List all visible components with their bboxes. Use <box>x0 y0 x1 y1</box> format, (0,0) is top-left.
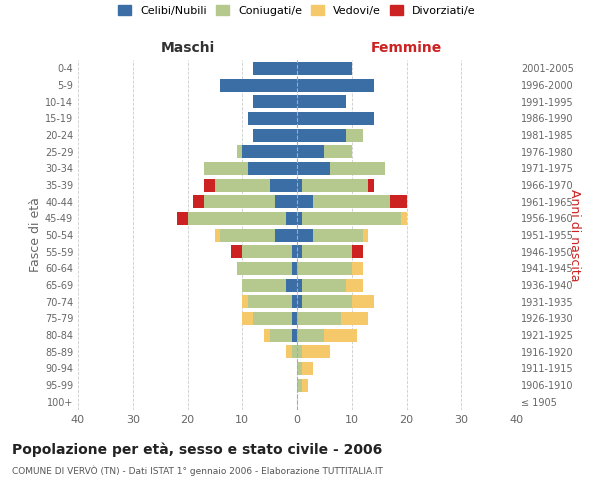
Bar <box>204 178 215 192</box>
Bar <box>346 128 363 141</box>
Bar <box>275 195 297 208</box>
Bar <box>242 295 248 308</box>
Bar <box>297 245 302 258</box>
Bar <box>269 328 292 342</box>
Bar <box>242 278 286 291</box>
Bar <box>297 128 346 141</box>
Bar <box>302 245 352 258</box>
Bar <box>302 178 368 192</box>
Bar <box>275 228 297 241</box>
Bar <box>390 195 407 208</box>
Bar <box>302 378 308 392</box>
Bar <box>242 312 253 325</box>
Bar <box>269 178 297 192</box>
Bar <box>253 312 292 325</box>
Bar <box>292 345 297 358</box>
Bar <box>297 345 302 358</box>
Bar <box>286 212 297 225</box>
Bar <box>302 278 346 291</box>
Bar <box>401 212 407 225</box>
Bar <box>237 262 292 275</box>
Bar <box>302 362 313 375</box>
Bar <box>297 278 302 291</box>
Bar <box>297 212 302 225</box>
Bar <box>297 178 302 192</box>
Bar <box>204 162 248 175</box>
Bar <box>325 145 352 158</box>
Bar <box>302 345 330 358</box>
Y-axis label: Anni di nascita: Anni di nascita <box>568 188 581 281</box>
Bar <box>292 295 297 308</box>
Bar <box>313 228 363 241</box>
Bar <box>297 295 302 308</box>
Bar <box>297 195 313 208</box>
Bar <box>297 312 341 325</box>
Bar <box>352 245 363 258</box>
Bar <box>297 228 313 241</box>
Bar <box>204 195 275 208</box>
Bar <box>302 212 401 225</box>
Bar <box>292 245 297 258</box>
Bar <box>248 112 297 125</box>
Bar <box>297 328 325 342</box>
Bar <box>220 78 297 92</box>
Bar <box>176 212 188 225</box>
Bar <box>193 195 204 208</box>
Bar <box>292 262 297 275</box>
Text: Maschi: Maschi <box>160 41 215 55</box>
Bar <box>368 178 374 192</box>
Bar <box>248 162 297 175</box>
Bar <box>232 245 242 258</box>
Bar <box>253 128 297 141</box>
Bar <box>253 95 297 108</box>
Bar <box>297 162 330 175</box>
Bar <box>352 262 363 275</box>
Bar <box>297 95 346 108</box>
Bar <box>220 228 275 241</box>
Bar <box>297 262 352 275</box>
Bar <box>286 278 297 291</box>
Bar <box>297 62 352 75</box>
Bar <box>297 378 302 392</box>
Y-axis label: Fasce di età: Fasce di età <box>29 198 42 272</box>
Bar <box>215 228 220 241</box>
Bar <box>341 312 368 325</box>
Bar <box>237 145 242 158</box>
Legend: Celibi/Nubili, Coniugati/e, Vedovi/e, Divorziati/e: Celibi/Nubili, Coniugati/e, Vedovi/e, Di… <box>114 0 480 20</box>
Bar <box>292 312 297 325</box>
Bar <box>242 245 292 258</box>
Bar <box>346 278 363 291</box>
Bar <box>325 328 357 342</box>
Bar <box>253 62 297 75</box>
Text: Popolazione per età, sesso e stato civile - 2006: Popolazione per età, sesso e stato civil… <box>12 442 382 457</box>
Bar <box>297 78 374 92</box>
Bar <box>188 212 286 225</box>
Bar <box>352 295 374 308</box>
Bar <box>292 328 297 342</box>
Bar <box>302 295 352 308</box>
Bar <box>297 145 325 158</box>
Bar <box>330 162 385 175</box>
Text: Femmine: Femmine <box>371 41 442 55</box>
Text: COMUNE DI VERVÒ (TN) - Dati ISTAT 1° gennaio 2006 - Elaborazione TUTTITALIA.IT: COMUNE DI VERVÒ (TN) - Dati ISTAT 1° gen… <box>12 466 383 476</box>
Bar <box>215 178 269 192</box>
Bar <box>242 145 297 158</box>
Bar <box>264 328 269 342</box>
Bar <box>313 195 390 208</box>
Bar <box>286 345 292 358</box>
Bar <box>297 112 374 125</box>
Bar <box>297 362 302 375</box>
Bar <box>363 228 368 241</box>
Bar <box>248 295 292 308</box>
